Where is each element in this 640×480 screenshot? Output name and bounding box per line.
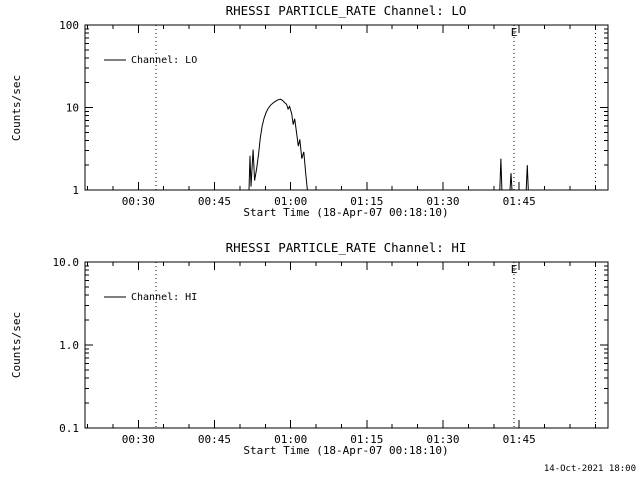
x-tick-label: 01:45 (503, 433, 536, 446)
top-panel-x-axis-label: Start Time (18-Apr-07 00:18:10) (243, 206, 448, 219)
bottom-panel-y-axis-label: Counts/sec (10, 312, 23, 378)
top-panel-y-axis-label: Counts/sec (10, 75, 23, 141)
y-tick-label: 100 (59, 19, 79, 32)
top-panel-title: RHESSI PARTICLE_RATE Channel: LO (226, 3, 467, 18)
x-tick-label: 00:45 (198, 433, 231, 446)
x-tick-label: 00:30 (122, 433, 155, 446)
bottom-panel-title: RHESSI PARTICLE_RATE Channel: HI (226, 240, 467, 255)
x-tick-label: 00:45 (198, 195, 231, 208)
series-line (85, 98, 608, 191)
y-tick-label: 0.1 (59, 422, 79, 435)
panel-hi: 00:30 00:45 01:00 01:15 01:30 01:45 0.1 1.0 10.0… (53, 256, 609, 446)
x-tick-label: 01:30 (426, 195, 459, 208)
plot-frame (84, 24, 609, 191)
x-tick-label: 01:15 (350, 195, 383, 208)
x-tick-label: 01:30 (426, 433, 459, 446)
x-tick-label: 01:00 (274, 433, 307, 446)
bottom-legend-label: Channel: HI (131, 292, 197, 303)
y-tick-label: 10.0 (53, 256, 80, 269)
panel-lo: 00:30 00:45 01:00 01:15 01:30 01:45 1 10 100 E (59, 19, 609, 208)
bottom-panel-x-axis-label: Start Time (18-Apr-07 00:18:10) (243, 444, 448, 457)
y-tick-label: 10 (66, 102, 79, 115)
flag-e-label: E (511, 26, 518, 39)
y-tick-label: 1.0 (59, 339, 79, 352)
x-tick-label: 01:45 (503, 195, 536, 208)
x-tick-label: 01:15 (350, 433, 383, 446)
x-tick-label: 00:30 (122, 195, 155, 208)
plot-creation-timestamp: 14-Oct-2021 18:00 (544, 464, 636, 474)
flag-e-label: E (511, 263, 518, 276)
x-tick-label: 01:00 (274, 195, 307, 208)
top-legend-label: Channel: LO (131, 55, 197, 66)
y-tick-label: 1 (72, 184, 79, 197)
plot-frame (84, 261, 609, 429)
